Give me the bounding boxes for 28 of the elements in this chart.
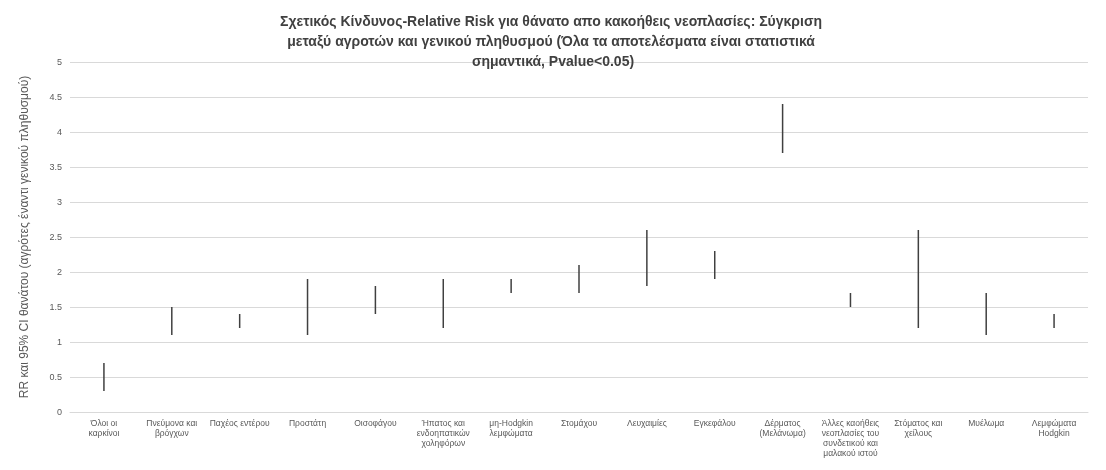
x-tick-label: Άλλες καοήθεις νεοπλασίες του συνδετικού και μαλακού ιστού: [821, 418, 880, 458]
y-tick-label: 3: [56, 197, 62, 207]
x-tick-label: Όλοι οι καρκίνοι: [88, 418, 120, 438]
x-tick-label: Λεμφώματα Hodgkin: [1031, 418, 1077, 438]
chart-title: Σχετικός Κίνδυνος-Relative Risk για θάνατο απο κακοήθεις νεοπλασίες: Σύγκριση μεταξύ αγροτών και γενικού πληθυσμού (Όλα τα αποτελέσματα είναι στατιστικά σημαντικά, Pvalue<0.05): [280, 13, 826, 69]
x-tick-label: μη-Hodgkin λεμφώματα: [489, 418, 534, 438]
y-tick-label: 0.5: [49, 372, 62, 382]
y-axis-title: RR και 95% CI θανάτου (αγρότες έναντι γενικού πληθυσμού): [17, 75, 31, 399]
x-tick-label: Στόματος και χείλους: [894, 418, 943, 438]
y-tick-label: 3.5: [49, 162, 62, 172]
x-tick-label: Στομάχου: [560, 418, 598, 428]
y-tick-label: 1: [56, 337, 62, 347]
y-tick-label: 4: [56, 127, 62, 137]
y-tick-label: 2: [56, 267, 62, 277]
x-tick-label: Δέρματος (Μελάνωμα): [759, 418, 806, 438]
x-tick-label: Προστάτη: [288, 418, 327, 428]
x-tick-label: Οισοφάγου: [354, 418, 398, 428]
x-tick-label: Εγκεφάλου: [693, 418, 737, 428]
y-tick-label: 5: [56, 57, 62, 67]
x-tick-label: Πνεύμονα και βρόγχων: [146, 418, 198, 438]
y-tick-label: 0: [56, 407, 62, 417]
x-tick-label: Λευχαιμίες: [626, 418, 667, 428]
x-tick-label: Ήπατος και ενδοηπατικών χοληφόρων: [416, 418, 470, 448]
y-tick-label: 4.5: [49, 92, 62, 102]
y-tick-label: 1.5: [49, 302, 62, 312]
y-tick-label: 2.5: [49, 232, 62, 242]
x-tick-label: Μυέλωμα: [968, 418, 1005, 428]
x-tick-label: Παχέος εντέρου: [209, 418, 270, 428]
